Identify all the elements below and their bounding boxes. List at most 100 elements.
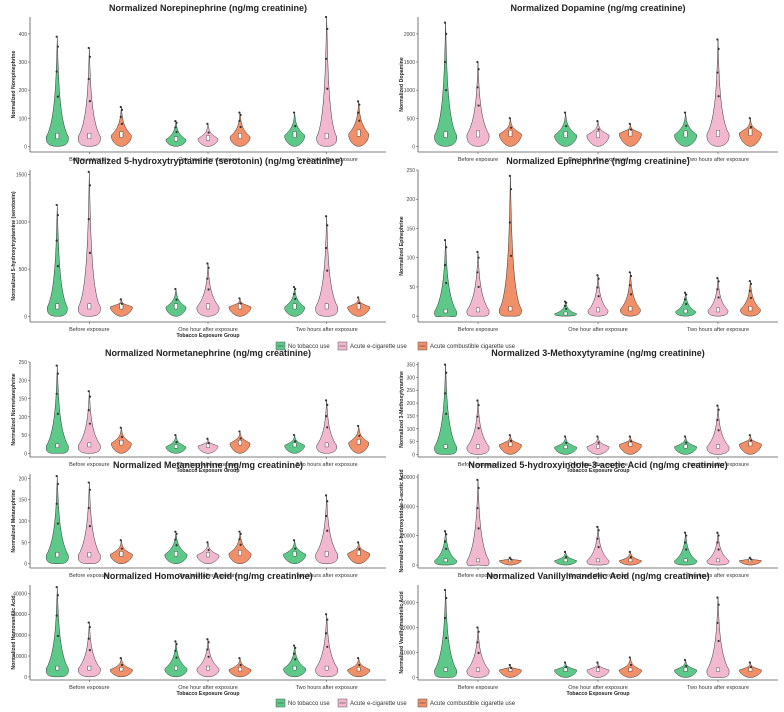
outlier-point xyxy=(716,541,719,544)
inner-box xyxy=(716,130,720,137)
outlier-point xyxy=(206,437,209,440)
outlier-point xyxy=(87,621,90,624)
y-tick-label: 300 xyxy=(19,60,28,66)
outlier-point xyxy=(119,426,122,429)
outlier-point xyxy=(87,390,90,393)
outlier-point xyxy=(55,392,58,395)
outlier-point xyxy=(324,414,328,418)
y-tick-label: 20000 xyxy=(401,626,415,632)
inner-box xyxy=(324,133,329,139)
outlier-point xyxy=(120,108,124,111)
inner-box xyxy=(238,667,242,672)
outlier-point xyxy=(628,550,631,553)
y-axis-label: Normalized Vanillylmandelic Acid xyxy=(399,591,405,673)
inner-box xyxy=(356,439,361,445)
outlier-point xyxy=(508,556,511,559)
inner-box xyxy=(292,303,297,310)
chart-panels: Normalized Norepinephrine (ng/mg creatin… xyxy=(11,3,778,697)
outlier-point xyxy=(629,293,633,296)
chart-title: Normalized Metanephrine (ng/mg creatinin… xyxy=(113,460,303,470)
outlier-point xyxy=(207,266,210,269)
y-tick-label: 0 xyxy=(24,144,27,150)
outlier-point xyxy=(174,530,177,533)
y-axis-label: Normalized Metanephrine xyxy=(11,489,17,552)
inner-box xyxy=(596,307,600,313)
x-tick-label: Before exposure xyxy=(69,462,109,468)
outlier-point xyxy=(326,618,329,621)
outlier-point xyxy=(238,430,241,433)
outlier-point xyxy=(56,482,59,486)
y-tick-label: 10000 xyxy=(13,654,27,660)
inner-box xyxy=(324,665,329,671)
violin-none xyxy=(434,240,457,318)
outlier-point xyxy=(87,409,90,412)
y-tick-label: 40000 xyxy=(401,504,415,510)
outlier-point xyxy=(748,661,751,664)
outlier-point xyxy=(207,131,210,134)
outlier-point xyxy=(294,547,297,550)
y-axis-label: Normalized Dopamine xyxy=(399,57,405,112)
inner-box xyxy=(356,303,361,310)
outlier-point xyxy=(206,122,209,125)
violin-ecig xyxy=(466,61,490,147)
outlier-point xyxy=(629,663,633,667)
outlier-point xyxy=(477,104,480,107)
y-tick-label: 0 xyxy=(24,562,27,568)
violin-comb xyxy=(228,531,252,564)
outlier-point xyxy=(88,488,92,491)
outlier-point xyxy=(628,271,631,274)
outlier-point xyxy=(324,246,328,250)
outlier-point xyxy=(445,32,448,35)
outlier-point xyxy=(357,656,360,660)
outlier-point xyxy=(445,412,448,415)
violin-ecig xyxy=(197,123,219,147)
outlier-point xyxy=(749,282,753,285)
inner-box xyxy=(628,558,633,563)
violin-none xyxy=(164,641,188,678)
outlier-point xyxy=(508,663,511,667)
outlier-point xyxy=(629,128,633,131)
violin-none xyxy=(434,364,457,455)
outlier-point xyxy=(55,614,58,617)
outlier-point xyxy=(206,541,209,544)
y-tick-label: 1500 xyxy=(404,60,415,66)
violin-ecig xyxy=(77,171,101,317)
outlier-point xyxy=(748,117,751,120)
outlier-point xyxy=(294,297,297,301)
x-tick-label: One hour after exposure xyxy=(568,685,628,691)
outlier-point xyxy=(716,38,719,41)
inner-box xyxy=(87,303,92,310)
inner-box xyxy=(716,307,720,313)
x-tick-label: One hour after exposure xyxy=(178,462,238,468)
outlier-point xyxy=(443,264,447,267)
violin-none xyxy=(165,435,187,454)
outlier-point xyxy=(238,297,241,300)
outlier-point xyxy=(326,27,329,31)
outlier-point xyxy=(628,122,631,125)
outlier-point xyxy=(238,111,241,114)
inner-box xyxy=(443,444,448,449)
outlier-point xyxy=(239,125,242,129)
inner-box xyxy=(596,131,600,138)
inner-box xyxy=(476,667,480,672)
outlier-point xyxy=(629,556,633,559)
inner-box xyxy=(238,133,242,139)
y-axis-label: Normalized 5-hydroxyindole-3-acetic Acid xyxy=(399,469,405,572)
x-tick-label: Two hours after exposure xyxy=(687,685,749,691)
y-tick-label: 1000 xyxy=(16,220,27,226)
outlier-point xyxy=(477,285,480,289)
outlier-point xyxy=(749,665,753,669)
legend-label-none: No tobacco use xyxy=(288,701,330,707)
y-tick-label: 200 xyxy=(19,378,28,384)
inner-box xyxy=(443,309,448,314)
outlier-point xyxy=(445,596,448,600)
outlier-point xyxy=(55,364,58,367)
outlier-point xyxy=(717,280,720,283)
outlier-point xyxy=(477,651,480,655)
y-tick-label: 350 xyxy=(407,363,416,369)
outlier-point xyxy=(748,434,751,437)
outlier-point xyxy=(563,661,567,664)
x-tick-label: Two hours after exposure xyxy=(296,462,358,468)
violin-ecig xyxy=(586,526,610,566)
x-tick-label: Before exposure xyxy=(69,327,109,333)
